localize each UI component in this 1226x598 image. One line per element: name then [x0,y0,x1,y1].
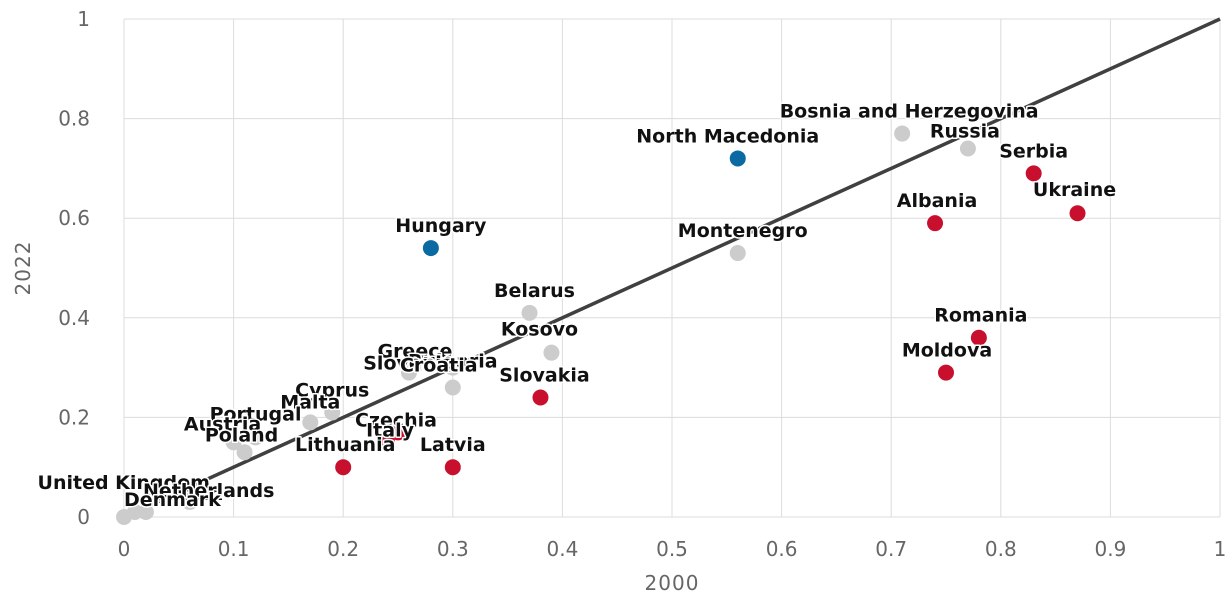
point-italy [379,434,396,451]
point-poland [236,444,253,461]
label-slovenia: Slovenia [363,353,454,375]
point-denmark [116,509,132,525]
point-ukraine [1069,205,1086,222]
point-lithuania [335,459,352,476]
x-axis-title: 2000 [645,571,700,595]
data-points [116,125,1086,525]
label-croatia: Croatia [400,355,478,377]
point-slovakia [532,389,549,406]
point-north-macedonia [729,150,746,167]
label-italy: Italy [366,419,414,441]
point-moldova [938,364,954,381]
y-tick-label: 1 [77,7,90,31]
point-greece [411,354,428,371]
x-tick-label: 0.4 [546,537,578,561]
label-north-macedonia: North Macedonia [636,125,819,147]
label-slovakia: Slovakia [499,364,589,386]
label-united-kingdom: United Kingdom [38,472,210,494]
label-latvia: Latvia [420,434,486,456]
point-cyprus [324,404,341,421]
label-ukraine: Ukraine [1033,179,1116,201]
point-croatia [444,379,461,396]
label-portugal: Portugal [210,403,302,425]
label-malta: Malta [280,391,340,413]
label-albania: Albania [897,190,978,212]
trendline [123,17,1221,519]
x-tick-label: 0.8 [985,537,1017,561]
point-bosnia-and-herzegovina [894,125,911,142]
x-tick-label: 0.2 [327,537,359,561]
point-united-kingdom [181,494,198,511]
x-tick-label: 0.1 [218,537,250,561]
point-montenegro [729,245,746,262]
label-moldova: Moldova [902,340,992,362]
point-portugal [247,429,264,446]
label-greece: Greece [377,341,452,363]
x-tick-label: 1 [1214,537,1226,561]
point-hungary [422,240,439,257]
point-latvia [444,459,461,476]
x-tick-label: 0.6 [766,537,798,561]
label-romania: Romania [934,305,1027,327]
point-belarus [521,304,538,321]
y-tick-label: 0 [77,505,90,529]
point-malta [302,414,319,431]
y-tick-label: 0.2 [58,405,90,429]
x-tick-label: 0 [118,537,131,561]
label-bulgaria: Bulgaria [408,351,498,373]
label-iceland: Iceland [146,483,224,505]
x-tick-label: 0.9 [1094,537,1126,561]
label-denmark: Denmark [124,489,221,511]
y-axis-title: 2022 [11,241,35,296]
point-serbia [1025,165,1042,182]
point-bulgaria [444,359,461,376]
label-kosovo: Kosovo [501,319,578,341]
point-iceland [137,504,154,521]
point-austria [225,434,242,451]
label-russia: Russia [930,120,1000,142]
point-slovenia [400,364,417,381]
x-tick-label: 0.5 [656,537,688,561]
label-cyprus: Cyprus [295,379,369,401]
trendline-group [123,17,1221,519]
y-tick-label: 0.8 [58,107,90,131]
label-bosnia-and-herzegovina: Bosnia and Herzegovina [780,101,1039,123]
label-austria: Austria [184,413,261,435]
label-serbia: Serbia [999,140,1068,162]
point-russia [959,140,976,157]
label-lithuania: Lithuania [295,434,395,456]
label-czechia: Czechia [355,409,437,431]
y-tick-label: 0.4 [58,306,90,330]
label-netherlands: Netherlands [143,480,274,502]
point-czechia [390,424,406,441]
label-hungary: Hungary [395,215,487,237]
label-belarus: Belarus [494,280,575,302]
label-poland: Poland [205,424,278,446]
x-tick-label: 0.7 [875,537,907,561]
y-tick-label: 0.6 [58,206,90,230]
point-romania [970,329,987,346]
x-tick-label: 0.3 [437,537,469,561]
label-montenegro: Montenegro [678,220,808,242]
point-kosovo [543,344,560,361]
axis-ticks: 0 0.1 0.2 0.3 0.4 0.5 0.6 0.7 0.8 0.9 1 0 0.2 0.4 0.6 0… [58,7,1226,561]
point-albania [927,215,944,232]
